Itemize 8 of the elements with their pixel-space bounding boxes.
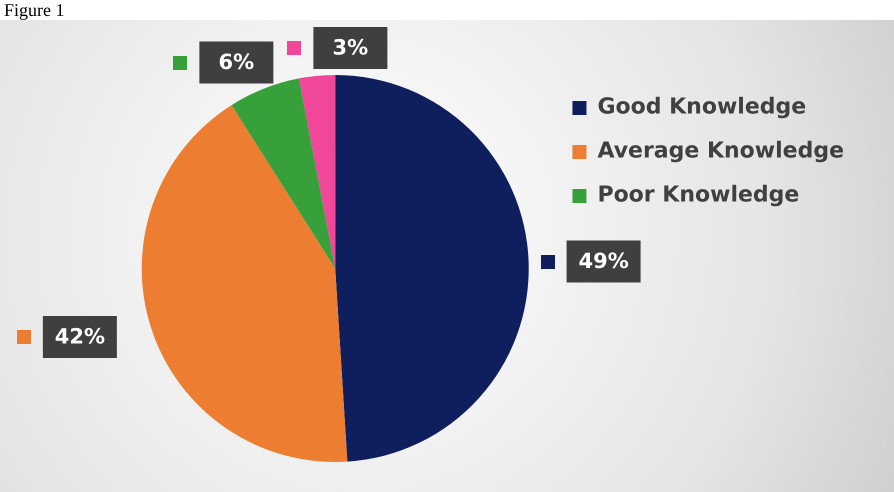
chart-title: Figure 1 — [3, 0, 66, 20]
data-label: 42% — [54, 324, 105, 348]
data-label: 6% — [218, 50, 254, 74]
data-label: 3% — [332, 35, 368, 60]
data-label: 49% — [578, 248, 629, 273]
legend-label: Good Knowledge — [597, 94, 806, 120]
legend-label: Poor Knowledge — [597, 182, 800, 208]
legend-label: Average Knowledge — [597, 138, 844, 164]
